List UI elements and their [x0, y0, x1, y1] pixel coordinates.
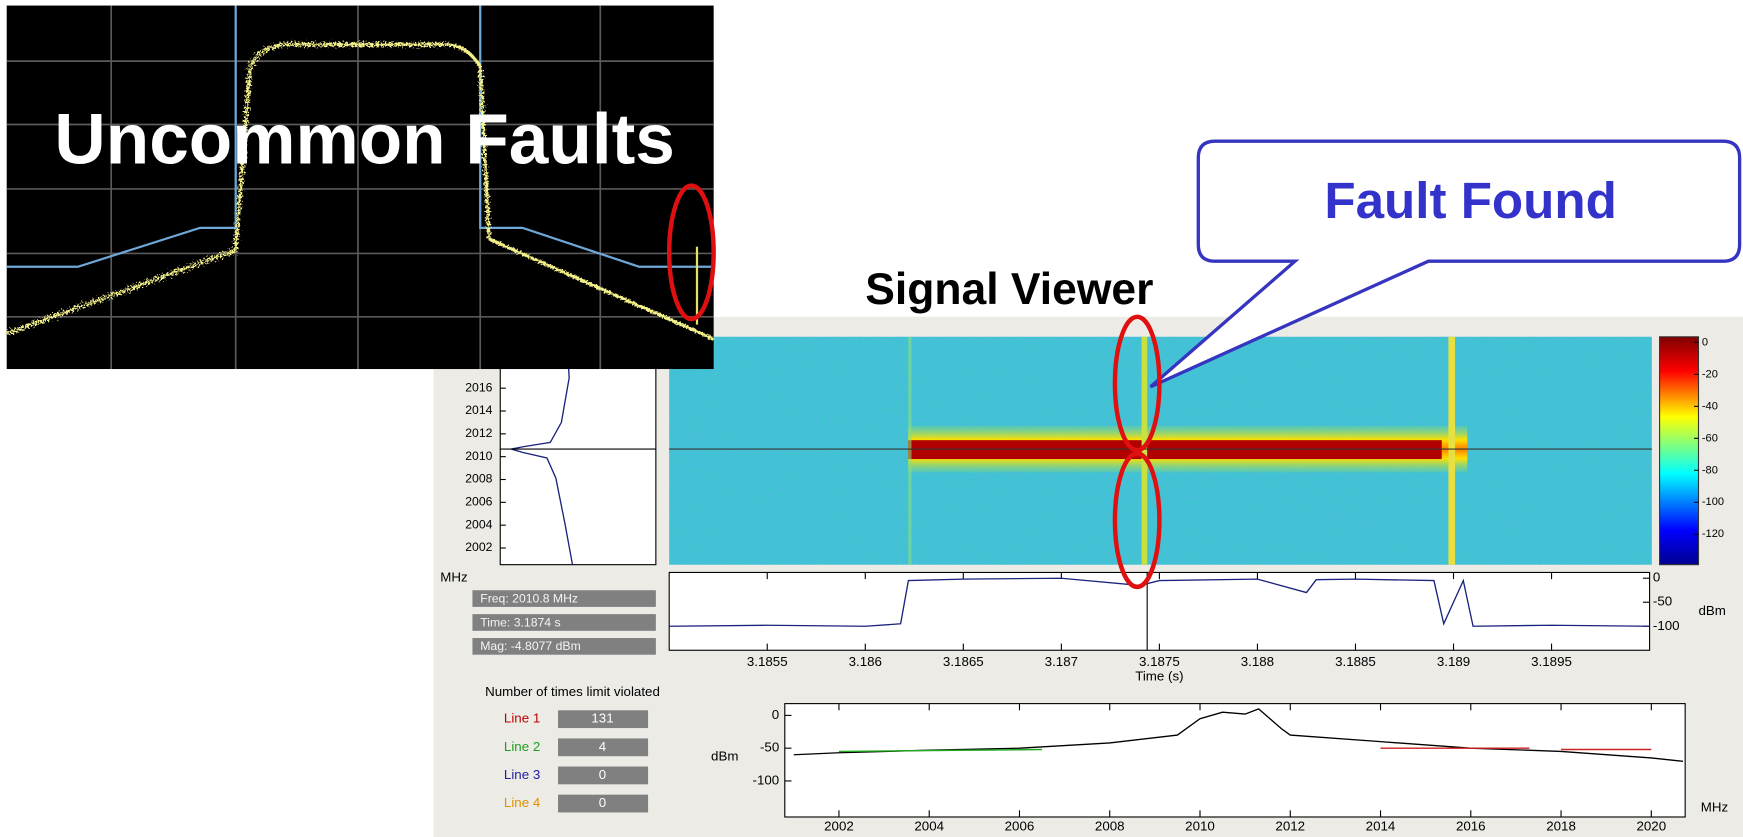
count-box: [558, 766, 649, 785]
y-tick-label: 2008: [465, 472, 492, 486]
highlight-ellipses: [666, 183, 1162, 590]
y-tick-label: 2006: [465, 495, 492, 509]
callout-text: Fault Found: [1324, 172, 1616, 229]
viewer-title: Signal Viewer: [865, 265, 1153, 314]
time-plot-frame: [668, 571, 1651, 651]
colorbar-tick-label: -100: [1702, 496, 1724, 508]
limit-heading: Number of times limit violated: [485, 684, 660, 699]
time-trace: [669, 577, 1650, 627]
ellipse: [1112, 314, 1162, 453]
x-tick-label: 3.186: [849, 654, 882, 669]
count-box: [558, 738, 649, 757]
limit-count: 0: [599, 795, 606, 810]
x-tick-label: 3.189: [1437, 654, 1470, 669]
spectrum-trace: [793, 708, 1684, 762]
y-tick-label: -50: [760, 740, 779, 755]
colorbar-tick-label: -40: [1702, 400, 1718, 412]
x-tick-label: 3.1865: [943, 654, 984, 669]
limit-name: Line 2: [504, 739, 540, 754]
y-tick-label: -50: [1653, 594, 1672, 609]
x-tick-label: 2020: [1636, 819, 1666, 834]
analyzer-trace: [6, 42, 715, 341]
readout-box: [472, 614, 656, 631]
x-tick-label: 3.187: [1045, 654, 1078, 669]
analyzer-screen: Uncommon Faults: [6, 5, 715, 370]
y-tick-label: 2004: [465, 517, 492, 531]
ellipse: [1112, 451, 1162, 590]
x-tick-label: 2006: [1005, 819, 1035, 834]
ellipse: [666, 183, 716, 322]
limit-count: 0: [599, 767, 606, 782]
readout-box: [472, 638, 656, 655]
colorbar-tick-label: -20: [1702, 368, 1718, 380]
x-tick-label: 3.1895: [1531, 654, 1572, 669]
y-tick-label: 2014: [465, 403, 492, 417]
time-y-label: dBm: [1698, 603, 1725, 618]
fault-line: [1141, 336, 1148, 565]
x-tick-label: 2004: [914, 819, 944, 834]
callout-box: [1149, 139, 1742, 389]
readout: Mag: -4.8077 dBm: [480, 639, 581, 653]
y-tick-label: 0: [1653, 570, 1660, 585]
x-tick-label: 3.1855: [747, 654, 788, 669]
limit-count: 4: [599, 739, 607, 754]
limit-name: Line 3: [504, 767, 540, 782]
analyzer-bg: [6, 5, 714, 370]
offset-line: [1448, 336, 1456, 565]
slide-title: Uncommon Faults: [54, 100, 674, 179]
freq-panel: [499, 336, 657, 566]
y-tick-label: 2012: [465, 426, 492, 440]
count-box: [558, 794, 649, 813]
count-box: [558, 710, 649, 729]
x-tick-label: 3.1875: [1139, 654, 1180, 669]
colorbar-tick-label: -60: [1702, 432, 1718, 444]
x-tick-label: 2018: [1546, 819, 1576, 834]
x-tick-label: 2012: [1275, 819, 1305, 834]
readout: Freq: 2010.8 MHz: [480, 591, 578, 605]
spectrum-y-label: dBm: [711, 748, 738, 763]
spectrum-plot-frame: [784, 703, 1686, 818]
x-tick-label: 2014: [1366, 819, 1396, 834]
x-tick-label: 2016: [1456, 819, 1486, 834]
x-tick-label: 2010: [1185, 819, 1215, 834]
time-x-label: Time (s): [1135, 668, 1183, 683]
x-tick-label: 3.1885: [1335, 654, 1376, 669]
colorbar-tick-label: 0: [1702, 336, 1708, 348]
spectrum-x-label: MHz: [1701, 800, 1728, 815]
y-tick-label: 2010: [465, 449, 492, 463]
limit-count: 131: [591, 711, 613, 726]
colorbar-tick-label: -120: [1702, 528, 1724, 540]
onset-line: [908, 336, 912, 565]
limit-line: [838, 748, 1043, 753]
x-tick-label: 3.188: [1241, 654, 1274, 669]
y-tick-label: -100: [753, 772, 780, 787]
limit-name: Line 4: [504, 795, 541, 810]
colorbar-tick-label: -80: [1702, 464, 1718, 476]
y-tick-label: 2002: [465, 540, 492, 554]
y-tick-label: 0: [772, 707, 779, 722]
x-tick-label: 2008: [1095, 819, 1125, 834]
colorbar: [1659, 336, 1700, 566]
readout-box: [472, 590, 656, 607]
readout: Time: 3.1874 s: [480, 615, 560, 629]
freq-axis-label: MHz: [440, 570, 467, 585]
y-tick-label: 2016: [465, 380, 492, 394]
y-tick-label: -100: [1653, 618, 1680, 633]
limit-name: Line 1: [504, 711, 540, 726]
mask-line: [6, 5, 714, 268]
x-tick-label: 2002: [824, 819, 854, 834]
